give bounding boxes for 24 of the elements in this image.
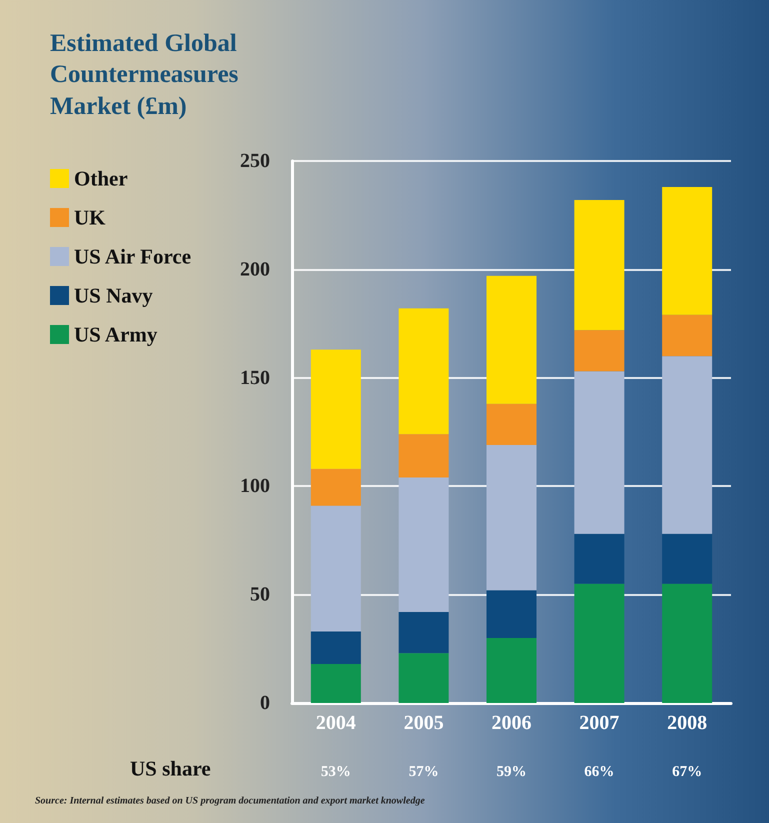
y-tick-label: 200 — [240, 258, 270, 280]
text: US share — [130, 756, 211, 780]
text: 57% — [408, 764, 439, 780]
x-tick-label: 2008 — [667, 712, 708, 734]
x-tick-label: 2006 — [492, 712, 532, 734]
text: 67% — [672, 764, 702, 780]
y-tick-label: 150 — [240, 366, 270, 389]
x-tick-label: 2005 — [404, 712, 444, 734]
y-tick-label: 250 — [240, 150, 270, 172]
legend-label: US Navy — [74, 284, 154, 308]
y-tick-label: 50 — [250, 584, 270, 606]
x-tick-label: 2007 — [579, 712, 620, 734]
text: 66% — [584, 764, 614, 780]
source-note: Source: Internal estimates based on US program documentation and export market knowledge — [35, 796, 426, 806]
legend-label: US Air Force — [74, 244, 192, 268]
y-tick-label: 0 — [260, 692, 270, 714]
text: 53% — [320, 764, 351, 780]
text: 59% — [496, 764, 526, 780]
x-tick-label: 2004 — [316, 712, 356, 734]
legend-label: UK — [74, 206, 106, 230]
chart-title: Estimated Global Countermeasures Market (£m) — [50, 29, 240, 122]
y-tick-label: 100 — [240, 475, 270, 498]
legend-label: Other — [74, 166, 128, 190]
legend-label: US Army — [74, 322, 158, 346]
